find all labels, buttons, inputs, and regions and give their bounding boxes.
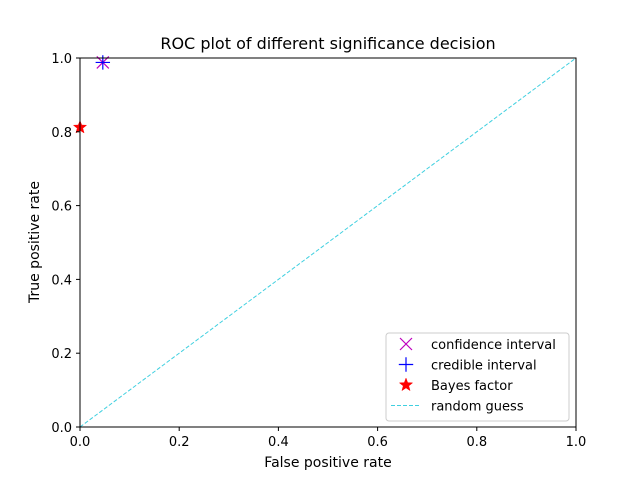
plot-frame <box>79 57 577 428</box>
y-tick-label: 0.2 <box>51 347 72 362</box>
y-tick-label: 0.8 <box>51 126 72 141</box>
legend-credible-interval-label: credible interval <box>431 359 537 374</box>
chart-title: ROC plot of different significance decis… <box>160 34 495 53</box>
legend-box <box>385 332 570 422</box>
x-tick-label: 0.0 <box>70 435 91 450</box>
x-tick-label: 0.2 <box>169 435 190 450</box>
y-tick-label: 0.0 <box>51 421 72 436</box>
legend-credible-interval-swatch <box>398 357 414 372</box>
legend-random-guess-label: random guess <box>431 400 524 415</box>
legend-Bayes-factor-label: Bayes factor <box>431 379 513 394</box>
y-tick-label: 0.4 <box>51 273 72 288</box>
legend-Bayes-factor-swatch <box>398 377 414 392</box>
legend: confidence interval credible interval Baye… <box>385 332 570 422</box>
x-tick-label: 0.4 <box>268 435 289 450</box>
plot-area <box>72 55 577 428</box>
x-tick-label: 0.6 <box>367 435 388 450</box>
x-axis-label: False positive rate <box>264 455 391 471</box>
x-tick-label: 1.0 <box>566 435 587 450</box>
legend-confidence-interval-label: confidence interval <box>431 338 556 353</box>
legend-confidence-interval-swatch <box>399 337 413 351</box>
y-axis-label: True positive rate <box>27 181 43 304</box>
y-tick-label: 0.6 <box>51 200 72 215</box>
random-guess-line <box>79 57 577 428</box>
y-tick-label: 1.0 <box>51 52 72 67</box>
x-tick-label: 0.8 <box>466 435 487 450</box>
x-axis: 0.0 0.2 0.4 0.6 0.8 1.0 <box>70 427 587 450</box>
y-axis: 0.0 0.2 0.4 0.6 0.8 1.0 <box>51 52 80 436</box>
